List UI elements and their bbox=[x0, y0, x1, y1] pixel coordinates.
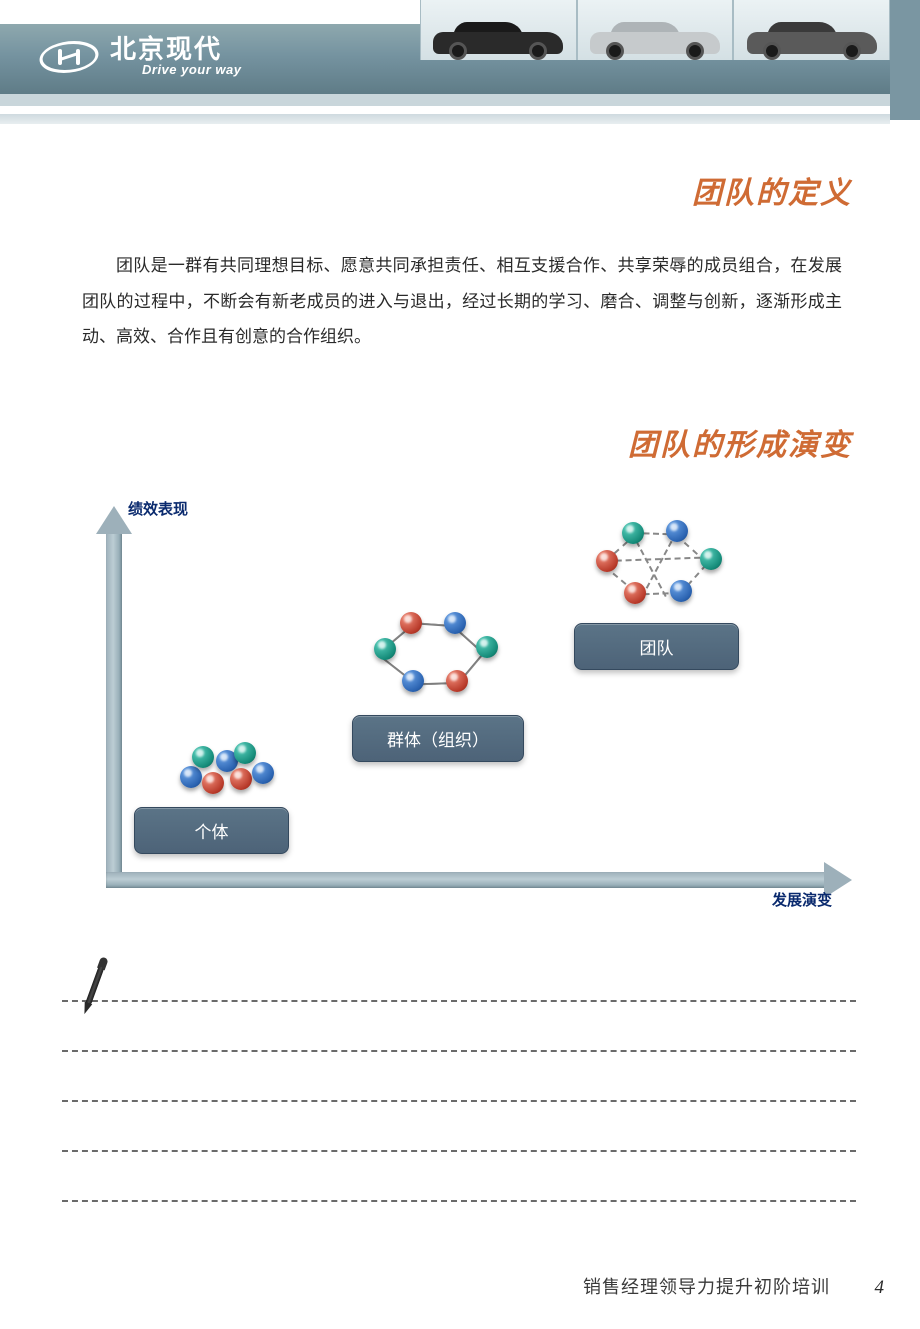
header-car-strip bbox=[420, 0, 890, 60]
stage-team-spheres bbox=[586, 520, 736, 620]
hyundai-logo-icon bbox=[35, 41, 103, 73]
page-number: 4 bbox=[875, 1277, 885, 1299]
x-axis bbox=[106, 872, 826, 888]
footer-course-title: 销售经理领导力提升初阶培训 bbox=[583, 1273, 830, 1299]
heading-definition: 团队的定义 bbox=[692, 168, 852, 212]
brand-tagline-en: Drive your way bbox=[142, 62, 242, 77]
notes-area bbox=[62, 1000, 856, 1250]
x-axis-label: 发展演变 bbox=[772, 889, 832, 910]
stage-group-spheres bbox=[364, 610, 514, 710]
brand-name-cn: 北京现代 bbox=[110, 36, 242, 62]
definition-paragraph: 团队是一群有共同理想目标、愿意共同承担责任、相互支援合作、共享荣辱的成员组合，在… bbox=[82, 248, 842, 355]
note-line bbox=[62, 1050, 856, 1052]
note-line bbox=[62, 1200, 856, 1202]
pen-icon bbox=[75, 951, 114, 1019]
evolution-chart: 绩效表现 发展演变 个体 群体（组织） bbox=[84, 504, 844, 924]
note-line bbox=[62, 1150, 856, 1152]
note-line bbox=[62, 1100, 856, 1102]
header-underline bbox=[0, 114, 890, 124]
header-accent bbox=[0, 94, 890, 106]
stage-box-group: 群体（组织） bbox=[352, 715, 524, 762]
y-axis-arrow-icon bbox=[96, 506, 132, 534]
stage-label: 团队 bbox=[640, 634, 674, 659]
stage-individual-spheres bbox=[174, 732, 284, 802]
stage-box-team: 团队 bbox=[574, 623, 739, 670]
heading-evolution: 团队的形成演变 bbox=[628, 420, 852, 464]
stage-label: 群体（组织） bbox=[387, 726, 489, 751]
y-axis bbox=[106, 532, 122, 878]
stage-label: 个体 bbox=[195, 818, 229, 843]
note-line bbox=[62, 1000, 856, 1002]
y-axis-label: 绩效表现 bbox=[128, 498, 188, 519]
brand-logo: 北京现代 Drive your way bbox=[40, 36, 242, 77]
stage-box-individual: 个体 bbox=[134, 807, 289, 854]
header-right-strip bbox=[890, 0, 920, 120]
